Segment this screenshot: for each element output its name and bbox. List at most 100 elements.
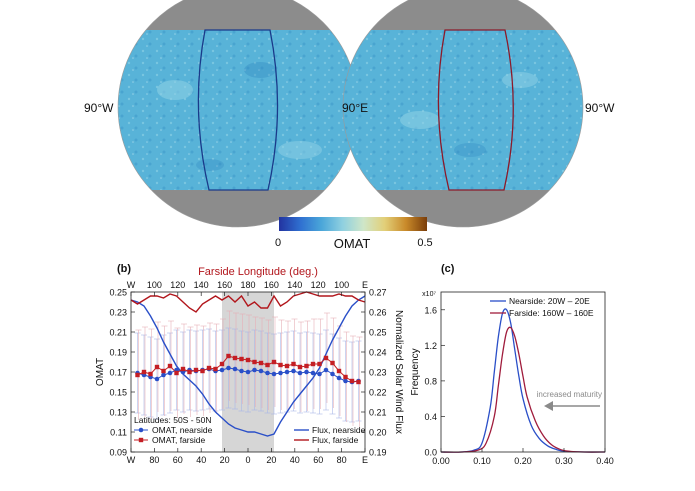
right-longitude-label: 90°W (585, 101, 615, 115)
omat-nearside-point (343, 378, 348, 384)
y-axis-title: Frequency (410, 348, 421, 395)
left-tick-label: 1.6 (424, 305, 437, 315)
legend-label: OMAT, farside (152, 435, 205, 445)
top-tick-label: 180 (240, 280, 255, 290)
omat-farside-point (154, 364, 160, 370)
omat-nearside-point (226, 365, 231, 371)
omat-farside-point (167, 363, 173, 369)
omat-farside-point (265, 362, 270, 368)
omat-farside-point (239, 356, 244, 362)
omat-farside-point (349, 378, 355, 384)
omat-nearside-point (291, 368, 296, 374)
omat-nearside-point (252, 367, 257, 373)
bottom-tick-label: 40 (196, 455, 206, 465)
right-tick-label: 0.24 (369, 348, 387, 358)
bottom-tick-label: 20 (266, 455, 276, 465)
bottom-tick-label: 40 (290, 455, 300, 465)
omat-nearside-point (284, 369, 290, 375)
legend-label: Flux, nearside (312, 425, 366, 435)
omat-nearside-point (161, 372, 166, 378)
omat-farside-point (232, 355, 238, 361)
left-tick-label: 0.25 (109, 288, 127, 298)
omat-farside-point (291, 361, 296, 367)
omat-farside-point (161, 368, 166, 374)
nearside-region-box (197, 29, 279, 191)
omat-nearside-point (278, 370, 283, 376)
omat-farside-point (258, 360, 264, 366)
top-tick-label: 100 (147, 280, 162, 290)
omat-farside-point (200, 368, 205, 374)
legend-marker (138, 427, 144, 433)
top-axis-title: Farside Longitude (deg.) (198, 266, 318, 278)
colorbar-title: OMAT (334, 236, 371, 251)
colorbar-gradient (279, 217, 427, 231)
omat-nearside-point (245, 369, 251, 375)
omat-nearside-point (310, 370, 316, 376)
omat-farside-point (304, 363, 309, 369)
left-tick-label: 1.2 (424, 341, 437, 351)
legend-marker (138, 437, 144, 443)
omat-farside-point (180, 366, 186, 372)
omat-nearside-point (258, 368, 264, 374)
nearside-frequency-line (440, 308, 606, 453)
omat-farside-point (141, 369, 147, 375)
bottom-tick-label: 0.00 (432, 456, 450, 466)
top-tick-label: 140 (287, 280, 302, 290)
omat-farside-point (226, 353, 231, 359)
right-tick-label: 0.26 (369, 308, 387, 318)
right-tick-label: 0.19 (369, 448, 387, 458)
omat-farside-point (245, 357, 251, 363)
latitude-note: Latitudes: 50S - 50N (134, 415, 212, 425)
annotation-label: increased maturity (537, 390, 602, 399)
omat-farside-point (213, 366, 218, 372)
left-tick-label: 0.21 (109, 328, 127, 338)
right-tick-label: 0.27 (369, 288, 387, 298)
omat-farside-point (278, 362, 283, 368)
annotation-arrow-head (544, 401, 553, 411)
left-tick-label: 0.09 (109, 448, 127, 458)
omat-farside-point (193, 367, 199, 373)
bottom-tick-label: 0 (245, 455, 250, 465)
left-tick-label: 0.13 (109, 408, 127, 418)
omat-farside-point (317, 361, 322, 367)
bottom-tick-label: 80 (149, 455, 159, 465)
left-tick-label: 0.15 (109, 388, 127, 398)
bottom-tick-label: 0.20 (514, 456, 532, 466)
omat-nearside-point (297, 370, 303, 376)
bottom-tick-label: 0.10 (473, 456, 491, 466)
omat-farside-point (330, 360, 335, 366)
left-tick-label: 0.11 (110, 428, 127, 438)
top-tick-label: 160 (264, 280, 279, 290)
panel-b-chart: 0.09 0.11 0.13 0.15 0.17 0.19 0.21 0.23 0.25 0.19… (95, 266, 404, 465)
omat-nearside-point (239, 368, 244, 374)
omat-nearside-point (232, 366, 238, 372)
omat-nearside-point (336, 375, 342, 381)
right-tick-label: 0.20 (369, 428, 387, 438)
flux-farside-line (130, 291, 366, 313)
omat-nearside-point (304, 369, 309, 375)
bottom-tick-label: 0.30 (555, 456, 573, 466)
top-tick-label: W (127, 280, 136, 290)
omat-nearside-point (317, 371, 322, 377)
colorbar: 0 0.5 OMAT (275, 217, 433, 251)
left-tick-label: 0.23 (109, 308, 127, 318)
flux-nearside-line (130, 295, 366, 437)
omat-farside-point (284, 363, 290, 369)
legend-label: Flux, farside (312, 435, 359, 445)
legend-label: Farside: 160W – 160E (509, 308, 594, 318)
legend-label: OMAT, nearside (152, 425, 213, 435)
omat-farside-point (219, 361, 225, 367)
omat-farside-point (271, 359, 277, 365)
moon-map-right (342, 0, 584, 228)
right-tick-label: 0.25 (369, 328, 387, 338)
omat-farside-point (174, 370, 179, 376)
left-tick-label: 0.19 (109, 348, 127, 358)
bottom-tick-label: W (127, 455, 136, 465)
left-tick-label: 0.8 (424, 376, 437, 386)
legend-label: Nearside: 20W – 20E (509, 296, 590, 306)
panel-c-label: (c) (441, 263, 455, 275)
top-tick-label: 140 (194, 280, 209, 290)
omat-farside-point (252, 359, 257, 365)
y-exponent: x10⁷ (422, 291, 436, 298)
left-tick-label: 0.17 (109, 368, 127, 378)
